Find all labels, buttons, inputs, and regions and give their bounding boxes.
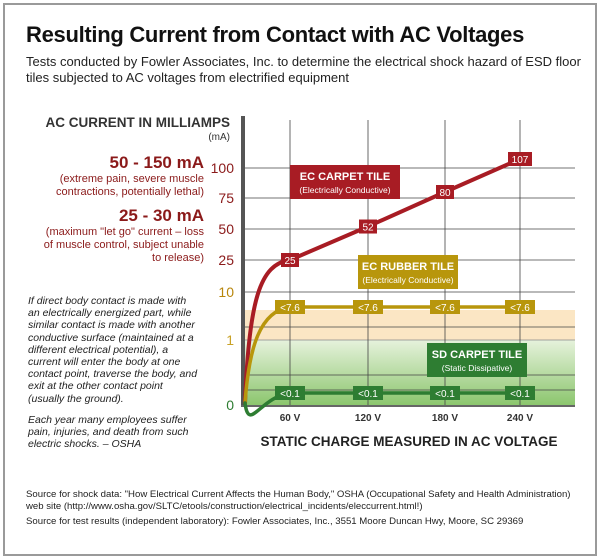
data-label: <7.6 <box>510 303 530 314</box>
y-tick-label: 0 <box>226 397 234 413</box>
data-point-marker <box>505 386 535 400</box>
x-tick-label: 180 V <box>432 413 458 424</box>
x-tick-label: 120 V <box>355 413 381 424</box>
chart-title: Resulting Current from Contact with AC V… <box>26 22 525 47</box>
legend-subname: (Electrically Conductive) <box>362 275 453 285</box>
data-point-marker <box>353 386 383 400</box>
legend-subname: (Static Dissipative) <box>442 363 513 373</box>
data-label: <7.6 <box>280 303 300 314</box>
data-label: 25 <box>284 256 296 267</box>
y-tick-label: 100 <box>211 160 235 176</box>
source-test: Source for test results (independent lab… <box>26 516 524 527</box>
y-tick-label: 75 <box>218 190 234 206</box>
data-point-marker <box>275 386 305 400</box>
legend-name: SD CARPET TILE <box>432 349 522 361</box>
series-line-2 <box>243 391 522 417</box>
y-tick-label: 1 <box>226 332 234 348</box>
osha-note: Each year many employees suffer pain, in… <box>28 414 189 451</box>
band2-description: (maximum "let go" current – loss of musc… <box>43 226 204 264</box>
y-tick-label: 25 <box>218 252 234 268</box>
data-label: <0.1 <box>358 389 378 400</box>
contact-note: If direct body contact is made with an e… <box>28 295 198 405</box>
data-point-marker <box>359 219 377 234</box>
data-label: <0.1 <box>510 389 530 400</box>
legend-box <box>290 165 400 199</box>
data-label: <0.1 <box>435 389 455 400</box>
data-label: <7.6 <box>358 303 378 314</box>
data-label: <7.6 <box>435 303 455 314</box>
caution-band <box>243 310 575 340</box>
band1-heading: 50 - 150 mA <box>109 153 205 172</box>
data-point-marker <box>436 185 454 199</box>
data-label: <0.1 <box>280 389 300 400</box>
x-tick-label: 60 V <box>280 413 301 424</box>
y-axis-label: AC CURRENT IN MILLIAMPS <box>45 115 231 130</box>
y-tick-label: 50 <box>218 221 234 237</box>
source-shock: Source for shock data: "How Electrical C… <box>26 489 571 512</box>
data-point-marker <box>275 300 305 314</box>
x-axis-label: STATIC CHARGE MEASURED IN AC VOLTAGE <box>260 434 558 449</box>
legend-subname: (Electrically Conductive) <box>299 185 390 195</box>
infographic-frame <box>3 3 597 556</box>
data-label: 52 <box>362 223 374 234</box>
data-point-marker <box>430 386 460 400</box>
data-label: 107 <box>512 155 529 166</box>
data-point-marker <box>505 300 535 314</box>
legend-name: EC CARPET TILE <box>300 171 390 183</box>
data-point-marker <box>281 253 299 267</box>
legend-box <box>427 343 527 377</box>
data-label: 80 <box>439 188 451 199</box>
y-axis-unit: (mA) <box>208 132 230 143</box>
legend-name: EC RUBBER TILE <box>362 261 454 273</box>
chart-subtitle: Tests conducted by Fowler Associates, In… <box>26 54 581 85</box>
x-tick-label: 240 V <box>507 413 533 424</box>
band2-heading: 25 - 30 mA <box>118 206 204 225</box>
data-point-marker <box>508 152 532 166</box>
data-point-marker <box>353 300 383 314</box>
band1-description: (extreme pain, severe muscle contraction… <box>56 173 204 198</box>
y-tick-label: 10 <box>218 284 234 300</box>
data-point-marker <box>430 300 460 314</box>
legend-box <box>358 255 458 289</box>
